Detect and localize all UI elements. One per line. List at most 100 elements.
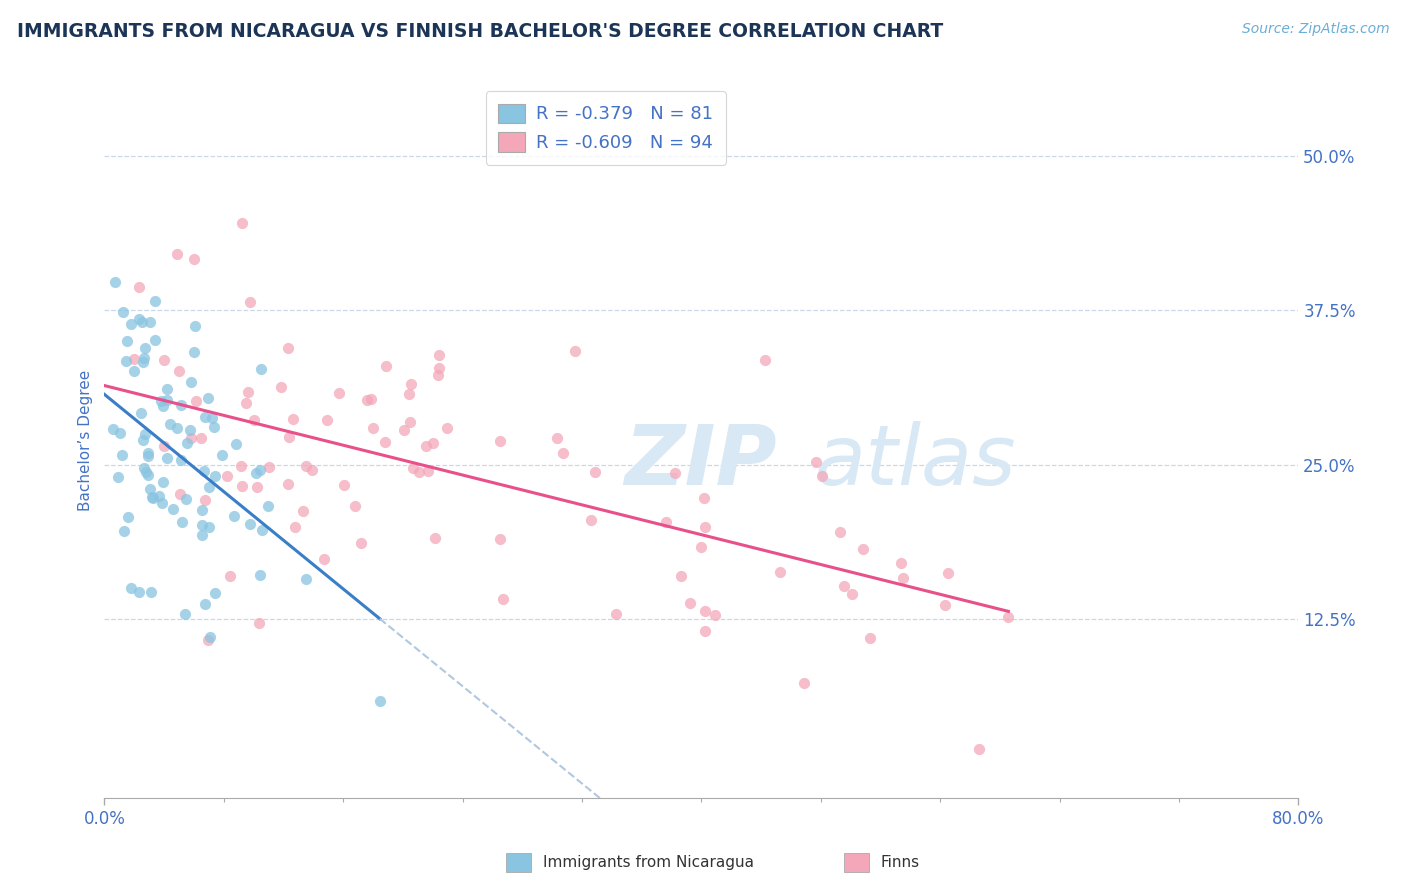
Point (257, 500, 280, 514)
Point (204, 586, 226, 600)
Point (655, 516, 678, 530)
Point (128, 279, 150, 293)
Point (143, 334, 166, 348)
Point (997, 610, 1019, 624)
Point (139, 482, 162, 496)
Point (249, 463, 271, 477)
Point (135, 465, 157, 479)
Point (583, 465, 606, 479)
Point (138, 446, 160, 460)
Point (277, 477, 299, 491)
Point (693, 491, 716, 506)
Point (581, 513, 603, 527)
Point (132, 461, 155, 475)
Point (136, 467, 159, 482)
Point (695, 520, 717, 534)
Point (936, 566, 959, 581)
Point (294, 572, 316, 586)
Point (292, 503, 315, 517)
Point (183, 252, 205, 267)
Point (169, 364, 191, 378)
Point (398, 415, 420, 429)
Point (159, 417, 181, 432)
Point (194, 597, 217, 611)
Point (134, 341, 156, 355)
Point (231, 216, 253, 230)
Point (101, 422, 124, 436)
Y-axis label: Bachelor’s Degree: Bachelor’s Degree (79, 369, 93, 510)
Point (184, 393, 207, 408)
Point (197, 632, 219, 647)
Point (170, 515, 193, 529)
Point (139, 315, 162, 329)
Point (128, 312, 150, 326)
Point (112, 524, 135, 538)
Point (890, 556, 912, 570)
Point (392, 424, 415, 438)
Point (198, 630, 221, 644)
Text: Source: ZipAtlas.com: Source: ZipAtlas.com (1241, 22, 1389, 37)
Point (277, 430, 299, 444)
Point (170, 398, 193, 412)
Point (104, 275, 127, 289)
Point (224, 508, 246, 523)
Point (236, 385, 259, 400)
Point (174, 492, 197, 507)
Point (361, 421, 384, 435)
Point (249, 567, 271, 582)
Point (249, 362, 271, 376)
Point (350, 536, 373, 550)
Point (112, 305, 135, 319)
Point (301, 462, 323, 476)
Point (564, 343, 586, 358)
Point (283, 411, 305, 425)
Point (198, 480, 221, 494)
Point (219, 568, 242, 582)
Point (202, 419, 225, 434)
Point (356, 392, 378, 407)
Point (374, 434, 396, 449)
Text: Immigrants from Nicaragua: Immigrants from Nicaragua (543, 855, 754, 870)
Point (143, 293, 166, 308)
Point (155, 382, 177, 396)
Point (197, 392, 219, 406)
Point (156, 450, 179, 465)
Point (423, 531, 446, 545)
Point (152, 475, 174, 490)
Point (250, 524, 273, 538)
Point (375, 359, 398, 373)
Point (793, 676, 815, 690)
Point (115, 334, 138, 348)
Point (664, 466, 686, 480)
Point (174, 607, 197, 621)
Text: Finns: Finns (880, 855, 920, 870)
Point (246, 480, 269, 494)
Point (111, 448, 134, 462)
Point (332, 477, 354, 491)
Point (360, 392, 382, 406)
Text: atlas: atlas (815, 421, 1017, 502)
Point (277, 341, 299, 355)
Point (108, 425, 131, 440)
Point (132, 351, 155, 365)
Point (141, 585, 163, 599)
Point (247, 615, 270, 630)
Point (398, 386, 420, 401)
Point (295, 458, 318, 473)
Point (605, 607, 627, 621)
Point (198, 520, 221, 534)
Point (122, 364, 145, 378)
Point (427, 348, 450, 362)
Point (828, 525, 851, 540)
Point (239, 294, 262, 309)
Point (859, 631, 882, 645)
Point (429, 360, 451, 375)
Point (553, 446, 575, 460)
Point (235, 395, 257, 409)
Point (184, 318, 207, 333)
Point (284, 519, 307, 533)
Point (131, 315, 153, 329)
Point (217, 469, 239, 483)
Point (120, 317, 142, 331)
Point (166, 421, 188, 435)
